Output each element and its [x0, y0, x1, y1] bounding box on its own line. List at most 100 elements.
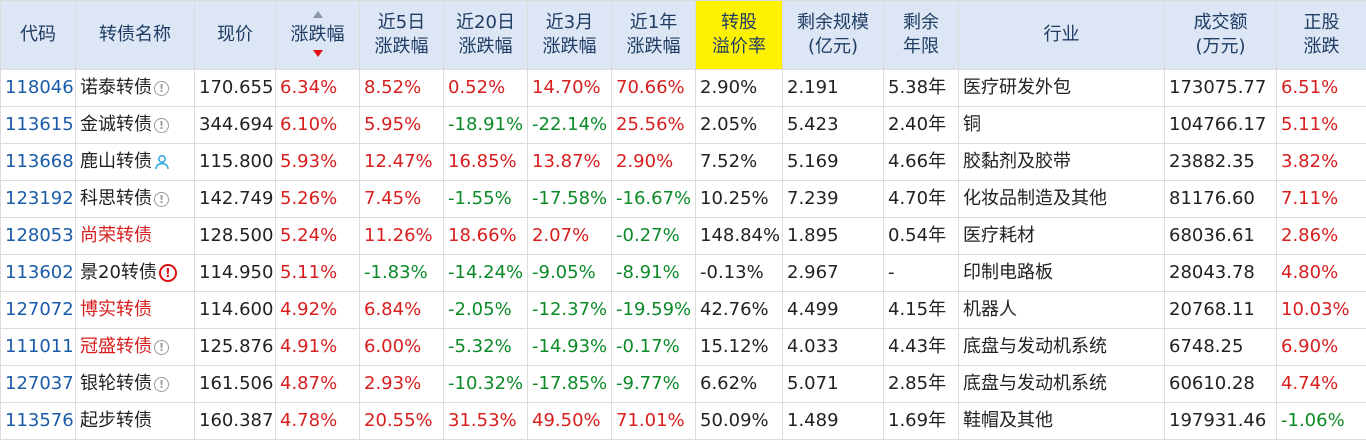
col-size[interactable]: 剩余规模 (亿元) [782, 0, 884, 70]
change-5d-cell: 12.47% [359, 143, 444, 181]
change-3m-cell: 49.50% [527, 402, 612, 440]
bond-name[interactable]: 科思转债! [75, 180, 195, 218]
col-change[interactable]: 涨跌幅 [275, 0, 360, 70]
col-stock-change[interactable]: 正股 涨跌 [1276, 0, 1366, 70]
volume-cell: 81176.60 [1164, 180, 1277, 218]
table-row[interactable]: 118046 诺泰转债! 170.655 6.34% 8.52% 0.52% 14.70% 7… [0, 69, 1366, 107]
table-row[interactable]: 113576 起步转债 160.387 4.78% 20.55% 31.53% 49.50%… [0, 402, 1366, 440]
change-cell: 5.24% [275, 217, 360, 255]
change-1y-cell: -0.27% [611, 217, 696, 255]
bond-code-link[interactable]: 127037 [0, 365, 76, 403]
bond-name[interactable]: 起步转债 [75, 402, 195, 440]
col-premium[interactable]: 转股 溢价率 [695, 0, 783, 70]
table-row[interactable]: 123192 科思转债! 142.749 5.26% 7.45% -1.55% -17.58… [0, 180, 1366, 218]
bond-name[interactable]: 博实转债 [75, 291, 195, 329]
bond-code-link[interactable]: 123192 [0, 180, 76, 218]
bond-name-label: 金诚转债 [80, 114, 152, 135]
volume-cell: 68036.61 [1164, 217, 1277, 255]
change-cell: 6.10% [275, 106, 360, 144]
volume-cell: 20768.11 [1164, 291, 1277, 329]
info-icon[interactable]: ! [154, 80, 169, 96]
warning-icon[interactable]: ! [158, 264, 177, 282]
change-5d-cell: 8.52% [359, 69, 444, 107]
bond-name[interactable]: 诺泰转债! [75, 69, 195, 107]
col-code[interactable]: 代码 [0, 0, 76, 70]
size-cell: 2.191 [782, 69, 884, 107]
sort-asc-icon [312, 11, 323, 18]
col-term[interactable]: 剩余 年限 [883, 0, 959, 70]
stock-change-cell: 4.80% [1276, 254, 1366, 292]
volume-cell: 28043.78 [1164, 254, 1277, 292]
bond-name-label: 鹿山转债 [80, 151, 152, 172]
stock-change-cell: 4.74% [1276, 365, 1366, 403]
change-cell: 5.26% [275, 180, 360, 218]
bond-code-link[interactable]: 127072 [0, 291, 76, 329]
info-icon[interactable]: ! [154, 376, 169, 392]
bond-name[interactable]: 金诚转债! [75, 106, 195, 144]
change-20d-cell: 0.52% [443, 69, 528, 107]
volume-cell: 173075.77 [1164, 69, 1277, 107]
table-row[interactable]: 113615 金诚转债! 344.694 6.10% 5.95% -18.91% -22.1… [0, 106, 1366, 144]
col-5d[interactable]: 近5日 涨跌幅 [359, 0, 444, 70]
change-20d-cell: -1.55% [443, 180, 528, 218]
term-cell: 0.54年 [883, 217, 959, 255]
change-5d-cell: 6.00% [359, 328, 444, 366]
change-20d-cell: -5.32% [443, 328, 528, 366]
price-cell: 170.655 [194, 69, 276, 107]
bond-code-link[interactable]: 113668 [0, 143, 76, 181]
price-cell: 142.749 [194, 180, 276, 218]
bond-name[interactable]: 冠盛转债! [75, 328, 195, 366]
col-industry[interactable]: 行业 [958, 0, 1165, 70]
col-volume[interactable]: 成交额 (万元) [1164, 0, 1277, 70]
premium-cell: 15.12% [695, 328, 783, 366]
premium-cell: 6.62% [695, 365, 783, 403]
info-icon[interactable]: ! [154, 191, 169, 207]
col-20d[interactable]: 近20日 涨跌幅 [443, 0, 528, 70]
table-row[interactable]: 111011 冠盛转债! 125.876 4.91% 6.00% -5.32% -14.93… [0, 328, 1366, 366]
size-cell: 7.239 [782, 180, 884, 218]
industry-cell: 底盘与发动机系统 [958, 328, 1165, 366]
premium-cell: 10.25% [695, 180, 783, 218]
info-icon[interactable]: ! [154, 339, 169, 355]
size-cell: 4.033 [782, 328, 884, 366]
change-5d-cell: 20.55% [359, 402, 444, 440]
change-cell: 4.92% [275, 291, 360, 329]
bond-code-link[interactable]: 113615 [0, 106, 76, 144]
premium-cell: 2.05% [695, 106, 783, 144]
change-3m-cell: 14.70% [527, 69, 612, 107]
info-icon[interactable]: ! [154, 117, 169, 133]
volume-cell: 23882.35 [1164, 143, 1277, 181]
volume-cell: 197931.46 [1164, 402, 1277, 440]
bond-name[interactable]: 鹿山转债 [75, 143, 195, 181]
bond-code-link[interactable]: 111011 [0, 328, 76, 366]
term-cell: 2.85年 [883, 365, 959, 403]
col-price[interactable]: 现价 [194, 0, 276, 70]
price-cell: 125.876 [194, 328, 276, 366]
table-row[interactable]: 113668 鹿山转债 115.800 5.93% 12.47% 16.85% 13.87%… [0, 143, 1366, 181]
bond-name-label: 起步转债 [80, 410, 152, 431]
bond-code-link[interactable]: 113576 [0, 402, 76, 440]
user-icon[interactable] [154, 154, 170, 170]
table-row[interactable]: 128053 尚荣转债 128.500 5.24% 11.26% 18.66% 2.07% -… [0, 217, 1366, 255]
term-cell: 4.70年 [883, 180, 959, 218]
col-1y[interactable]: 近1年 涨跌幅 [611, 0, 696, 70]
bond-name[interactable]: 尚荣转债 [75, 217, 195, 255]
size-cell: 5.071 [782, 365, 884, 403]
col-name[interactable]: 转债名称 [75, 0, 195, 70]
table-row[interactable]: 127037 银轮转债! 161.506 4.87% 2.93% -10.32% -17.8… [0, 365, 1366, 403]
bond-name[interactable]: 银轮转债! [75, 365, 195, 403]
col-3m[interactable]: 近3月 涨跌幅 [527, 0, 612, 70]
bond-code-link[interactable]: 113602 [0, 254, 76, 292]
premium-cell: 2.90% [695, 69, 783, 107]
size-cell: 5.423 [782, 106, 884, 144]
bond-code-link[interactable]: 118046 [0, 69, 76, 107]
table-row[interactable]: 127072 博实转债 114.600 4.92% 6.84% -2.05% -12.37%… [0, 291, 1366, 329]
change-1y-cell: -19.59% [611, 291, 696, 329]
price-cell: 114.600 [194, 291, 276, 329]
stock-change-cell: 6.51% [1276, 69, 1366, 107]
bond-code-link[interactable]: 128053 [0, 217, 76, 255]
table-row[interactable]: 113602 景20转债! 114.950 5.11% -1.83% -14.24% -9.… [0, 254, 1366, 292]
bond-name[interactable]: 景20转债! [75, 254, 195, 292]
price-cell: 115.800 [194, 143, 276, 181]
